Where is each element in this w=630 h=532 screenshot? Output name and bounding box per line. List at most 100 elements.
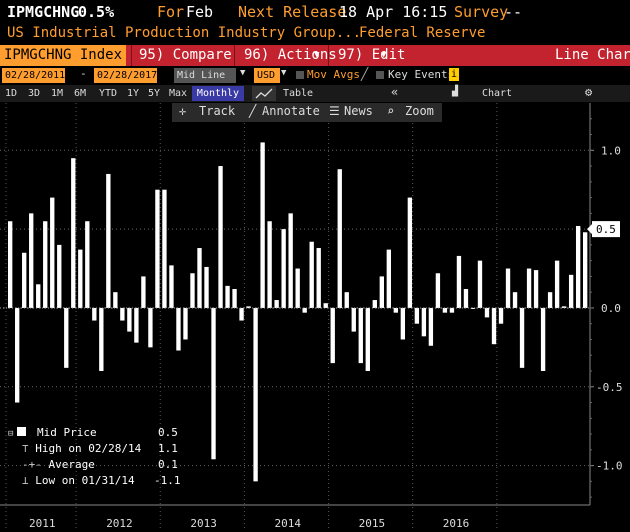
bar [281, 229, 286, 308]
price-type-caret-icon: ▼ [240, 68, 246, 78]
mov-avgs-checkbox[interactable] [296, 71, 304, 79]
bar [155, 189, 160, 308]
edit-menu[interactable]: 97) Edit [338, 47, 406, 63]
high-marker-icon: ⊤ [22, 442, 29, 455]
bar [239, 307, 244, 321]
chart-type-label[interactable]: Line Chart [555, 47, 630, 63]
chart-toolbar: ✛ Track ╱ Annotate ☰ News ⌕ Zoom [172, 103, 442, 122]
bar [442, 307, 448, 313]
range-1y[interactable]: 1Y [126, 88, 140, 99]
track-button[interactable]: Track [199, 104, 236, 118]
line-chart-icon[interactable] [252, 86, 276, 101]
key-events-checkbox[interactable] [376, 71, 384, 79]
legend-mid-price: ⊟ Mid Price [8, 426, 97, 439]
news-button[interactable]: News [344, 104, 373, 118]
legend-low-value: -1.1 [154, 474, 181, 487]
x-tick-label: 2016 [443, 517, 470, 530]
range-ytd[interactable]: YTD [98, 88, 118, 99]
bar [491, 307, 497, 345]
average-marker-icon: -+- [22, 458, 42, 471]
bar [106, 173, 111, 308]
bar [211, 307, 216, 460]
last-value: 0.5% [78, 3, 115, 21]
range-6m[interactable]: 6M [73, 88, 87, 99]
bar [78, 249, 83, 308]
annotate-button[interactable]: Annotate [262, 104, 320, 118]
table-button[interactable]: Table [282, 88, 314, 99]
range-max[interactable]: Max [168, 88, 188, 99]
range-3d[interactable]: 3D [27, 88, 41, 99]
bar [197, 248, 202, 308]
bar [400, 307, 406, 340]
next-release-label: Next Release [238, 3, 347, 21]
legend-low: ⊥ Low on 01/31/14 [22, 474, 135, 487]
legend-average-value: 0.1 [158, 458, 178, 471]
y-tick-label: -1.0 [596, 460, 623, 473]
bar [449, 307, 455, 313]
bar [393, 307, 399, 313]
divider [131, 45, 132, 66]
legend-high-value: 1.1 [158, 442, 178, 455]
bar [568, 274, 574, 308]
survey-value: -- [504, 3, 523, 21]
bar [505, 268, 511, 308]
start-date-field[interactable]: 02/28/2011 [2, 68, 65, 83]
low-marker-icon: ⊥ [22, 474, 29, 487]
bar [134, 307, 139, 343]
zoom-button[interactable]: Zoom [405, 104, 434, 118]
bar [260, 142, 265, 308]
bar [99, 307, 104, 371]
divider [328, 45, 329, 66]
range-1m[interactable]: 1M [50, 88, 64, 99]
price-type-select[interactable]: Mid Line [174, 68, 236, 83]
end-date-field[interactable]: 02/28/2017 [94, 68, 157, 83]
bar [225, 285, 230, 308]
compare-button[interactable]: 95) Compare [139, 47, 232, 63]
legend-mid-price-value: 0.5 [158, 426, 178, 439]
bar [36, 284, 41, 308]
bar [288, 213, 293, 308]
bar [57, 244, 62, 308]
bar [22, 252, 27, 308]
info-icon[interactable]: i [449, 68, 459, 81]
x-tick-label: 2013 [190, 517, 217, 530]
bar [218, 166, 223, 308]
bar [309, 241, 314, 308]
chart-area[interactable]: 1.0 0.5 0.0 -0.5 -1.0 0.5 2011 2012 2013 2014 2015… [0, 103, 623, 531]
range-1d[interactable]: 1D [4, 88, 18, 99]
legend-average: -+- Average [22, 458, 95, 471]
bar [477, 260, 483, 308]
bar [470, 307, 476, 309]
tab-index[interactable]: IPMGCHNG Index [0, 45, 126, 66]
bar [253, 307, 258, 482]
for-label: For [157, 3, 185, 21]
y-tick-label: 1.0 [601, 144, 621, 157]
x-tick-label: 2015 [359, 517, 386, 530]
currency-select[interactable]: USD [254, 68, 280, 83]
bar [120, 307, 125, 321]
period-select[interactable]: Monthly [192, 86, 244, 101]
last-value-pointer-icon [587, 223, 593, 236]
collapse-icon[interactable]: « [391, 85, 399, 99]
chart-content-button[interactable]: Chart Content [476, 88, 518, 114]
bar [176, 307, 181, 351]
bar [414, 307, 420, 324]
bar [379, 276, 384, 308]
bar [428, 307, 434, 346]
bar [421, 307, 427, 337]
y-tick-label: 0.0 [601, 302, 621, 315]
bar [92, 307, 97, 321]
bar [484, 307, 490, 318]
bar [127, 307, 132, 332]
settings-gear-icon[interactable]: ⚙ [585, 85, 593, 99]
actions-menu[interactable]: 96) Actions [244, 47, 337, 63]
bar [407, 197, 413, 308]
bar [183, 307, 188, 340]
bar [519, 307, 525, 368]
bar [365, 307, 370, 371]
function-bar: IPMGCHNG Index 95) Compare 96) Actions ▼… [0, 45, 630, 66]
range-5y[interactable]: 5Y [147, 88, 161, 99]
bar [274, 300, 279, 308]
pencil-icon[interactable]: ╱ [361, 67, 369, 81]
x-tick-label: 2012 [106, 517, 133, 530]
